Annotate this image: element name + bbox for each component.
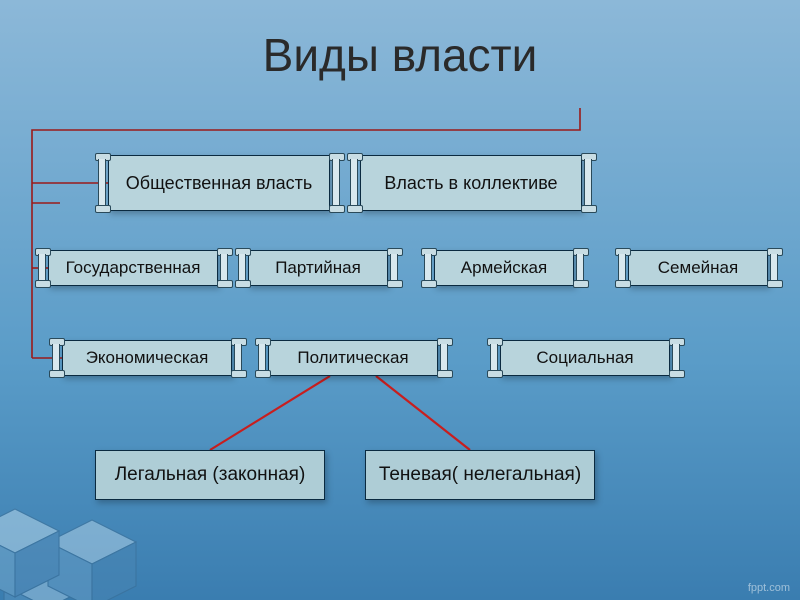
node-label: Теневая( нелегальная)	[379, 464, 581, 486]
scroll-cap-icon	[767, 251, 781, 285]
node-label: Политическая	[297, 348, 408, 368]
scroll-cap-icon	[387, 251, 401, 285]
node-label: Общественная власть	[126, 173, 312, 194]
node-political: Политическая	[268, 340, 438, 376]
node-label: Экономическая	[86, 348, 209, 368]
scroll-cap-icon	[235, 251, 249, 285]
node-label: Семейная	[658, 258, 738, 278]
node-public-power: Общественная власть	[108, 155, 330, 211]
node-family: Семейная	[628, 250, 768, 286]
node-team-power: Власть в коллективе	[360, 155, 582, 211]
node-social: Социальная	[500, 340, 670, 376]
scroll-cap-icon	[573, 251, 587, 285]
node-label: Армейская	[461, 258, 547, 278]
node-label: Партийная	[275, 258, 361, 278]
scroll-cap-icon	[95, 156, 109, 210]
scroll-cap-icon	[581, 156, 595, 210]
page-title: Виды власти	[0, 28, 800, 82]
scroll-cap-icon	[255, 341, 269, 375]
node-label: Государственная	[66, 258, 201, 278]
scroll-cap-icon	[615, 251, 629, 285]
node-label: Власть в коллективе	[384, 173, 557, 194]
scroll-cap-icon	[217, 251, 231, 285]
footer-credit: fppt.com	[748, 582, 790, 594]
scroll-cap-icon	[487, 341, 501, 375]
scroll-cap-icon	[437, 341, 451, 375]
scroll-cap-icon	[49, 341, 63, 375]
node-label: Социальная	[536, 348, 633, 368]
node-shadow: Теневая( нелегальная)	[365, 450, 595, 500]
scroll-cap-icon	[35, 251, 49, 285]
scroll-cap-icon	[329, 156, 343, 210]
scroll-cap-icon	[231, 341, 245, 375]
scroll-cap-icon	[669, 341, 683, 375]
scroll-cap-icon	[347, 156, 361, 210]
node-army: Армейская	[434, 250, 574, 286]
node-state: Государственная	[48, 250, 218, 286]
scroll-cap-icon	[421, 251, 435, 285]
node-party: Партийная	[248, 250, 388, 286]
node-economic: Экономическая	[62, 340, 232, 376]
cube-decoration-icon	[0, 410, 180, 600]
